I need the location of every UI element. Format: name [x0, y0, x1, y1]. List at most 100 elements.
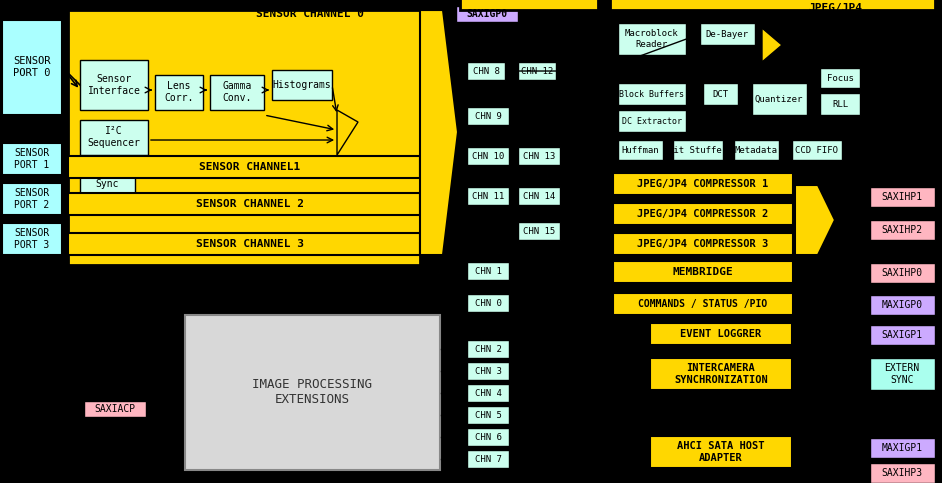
FancyBboxPatch shape [650, 436, 792, 468]
FancyBboxPatch shape [155, 75, 203, 110]
FancyBboxPatch shape [2, 20, 62, 115]
FancyBboxPatch shape [792, 140, 842, 160]
Text: JPEG/JP4
COMPRESSOR 0: JPEG/JP4 COMPRESSOR 0 [794, 3, 875, 25]
FancyBboxPatch shape [460, 0, 598, 10]
Text: INTERCAMERA
SYNCHRONIZATION: INTERCAMERA SYNCHRONIZATION [674, 363, 768, 385]
FancyBboxPatch shape [613, 261, 793, 283]
Text: CHN 13: CHN 13 [523, 152, 555, 160]
FancyBboxPatch shape [467, 384, 509, 402]
FancyBboxPatch shape [618, 83, 686, 105]
Polygon shape [762, 28, 782, 62]
Text: DC Extractor: DC Extractor [622, 116, 682, 126]
Text: CHN 6: CHN 6 [475, 432, 501, 441]
Text: DCT: DCT [712, 89, 728, 99]
FancyBboxPatch shape [610, 0, 935, 10]
FancyBboxPatch shape [870, 187, 935, 207]
FancyBboxPatch shape [518, 62, 556, 80]
Text: CHN 3: CHN 3 [475, 367, 501, 375]
FancyBboxPatch shape [870, 263, 935, 283]
Text: Sensor
Interface: Sensor Interface [88, 74, 140, 96]
Text: JPEG/JP4 COMPRESSOR 1: JPEG/JP4 COMPRESSOR 1 [638, 179, 769, 189]
Polygon shape [420, 10, 458, 255]
Text: CHN 12: CHN 12 [521, 67, 553, 75]
Text: CHN 7: CHN 7 [475, 455, 501, 464]
FancyBboxPatch shape [2, 183, 62, 215]
FancyBboxPatch shape [703, 83, 738, 105]
FancyBboxPatch shape [467, 450, 509, 468]
Text: JPEG/JP4 COMPRESSOR 2: JPEG/JP4 COMPRESSOR 2 [638, 209, 769, 219]
Text: AHCI SATA HOST
ADAPTER: AHCI SATA HOST ADAPTER [677, 441, 765, 463]
FancyBboxPatch shape [80, 120, 148, 155]
Text: CHN 14: CHN 14 [523, 192, 555, 200]
FancyBboxPatch shape [68, 233, 420, 255]
Text: SAXIHP0: SAXIHP0 [882, 268, 922, 278]
FancyBboxPatch shape [272, 70, 332, 100]
Text: Metadata: Metadata [735, 145, 777, 155]
Text: SAXIHP1: SAXIHP1 [882, 192, 922, 202]
Text: CHN 11: CHN 11 [472, 192, 504, 200]
Text: JPEG/JP4 COMPRESSOR 3: JPEG/JP4 COMPRESSOR 3 [638, 239, 769, 249]
FancyBboxPatch shape [456, 6, 518, 22]
Text: Block Buffers: Block Buffers [620, 89, 685, 99]
Polygon shape [337, 110, 358, 155]
Text: Gamma
Conv.: Gamma Conv. [222, 81, 252, 103]
FancyBboxPatch shape [650, 323, 792, 345]
FancyBboxPatch shape [650, 358, 792, 390]
Text: SAXIHP3: SAXIHP3 [882, 468, 922, 478]
FancyBboxPatch shape [467, 406, 509, 424]
FancyBboxPatch shape [613, 173, 793, 195]
Text: I²C
Sequencer: I²C Sequencer [88, 126, 140, 148]
FancyBboxPatch shape [613, 293, 793, 315]
Text: CHN 4: CHN 4 [475, 388, 501, 398]
Text: CCD FIFO: CCD FIFO [795, 145, 838, 155]
Text: IMAGE PROCESSING
EXTENSIONS: IMAGE PROCESSING EXTENSIONS [252, 378, 372, 406]
Text: SAXIGP0: SAXIGP0 [466, 9, 508, 19]
Text: CHN 2: CHN 2 [475, 344, 501, 354]
Text: SAXIGP1: SAXIGP1 [882, 330, 922, 340]
FancyBboxPatch shape [734, 140, 779, 160]
FancyBboxPatch shape [700, 23, 755, 45]
Text: SHARED EXTERNAL
MEMORY: SHARED EXTERNAL MEMORY [479, 26, 579, 48]
FancyBboxPatch shape [870, 463, 935, 483]
FancyBboxPatch shape [68, 10, 420, 265]
Text: EXTERN
SYNC: EXTERN SYNC [885, 363, 919, 385]
Text: CHN 9: CHN 9 [475, 112, 501, 121]
Text: EVENT LOGGRER: EVENT LOGGRER [680, 329, 762, 339]
FancyBboxPatch shape [618, 110, 686, 132]
FancyBboxPatch shape [80, 60, 148, 110]
Text: SAXIACP: SAXIACP [94, 404, 136, 414]
Text: MEMBRIDGE: MEMBRIDGE [673, 267, 734, 277]
FancyBboxPatch shape [2, 223, 62, 255]
FancyBboxPatch shape [752, 83, 807, 115]
Text: Bit Stuffer: Bit Stuffer [669, 145, 727, 155]
FancyBboxPatch shape [467, 107, 509, 125]
FancyBboxPatch shape [613, 203, 793, 225]
Text: MAXIGP0: MAXIGP0 [882, 300, 922, 310]
Text: CHN 1: CHN 1 [475, 267, 501, 275]
Text: SAXIHP2: SAXIHP2 [882, 225, 922, 235]
FancyBboxPatch shape [210, 75, 264, 110]
FancyBboxPatch shape [80, 173, 135, 195]
Text: De-Bayer: De-Bayer [706, 29, 749, 39]
FancyBboxPatch shape [618, 140, 663, 160]
FancyBboxPatch shape [467, 62, 505, 80]
FancyBboxPatch shape [820, 93, 860, 115]
Text: SENSOR
PORT 1: SENSOR PORT 1 [14, 148, 50, 170]
Text: CHN 8: CHN 8 [473, 67, 499, 75]
FancyBboxPatch shape [870, 438, 935, 458]
Text: SENSOR CHANNEL 3: SENSOR CHANNEL 3 [196, 239, 304, 249]
FancyBboxPatch shape [673, 140, 723, 160]
FancyBboxPatch shape [870, 358, 935, 390]
Text: RLL: RLL [832, 99, 848, 109]
FancyBboxPatch shape [518, 147, 560, 165]
Text: SENSOR CHANNEL 2: SENSOR CHANNEL 2 [196, 199, 304, 209]
Text: SENSOR
PORT 2: SENSOR PORT 2 [14, 188, 50, 210]
Text: Huffman: Huffman [621, 145, 658, 155]
FancyBboxPatch shape [68, 193, 420, 215]
Text: SENSOR
PORT 3: SENSOR PORT 3 [14, 228, 50, 250]
Text: SENSOR
PORT 0: SENSOR PORT 0 [13, 56, 51, 78]
FancyBboxPatch shape [820, 68, 860, 88]
Text: Histograms: Histograms [272, 80, 332, 90]
FancyBboxPatch shape [84, 401, 146, 417]
Text: MAXIGP1: MAXIGP1 [882, 443, 922, 453]
